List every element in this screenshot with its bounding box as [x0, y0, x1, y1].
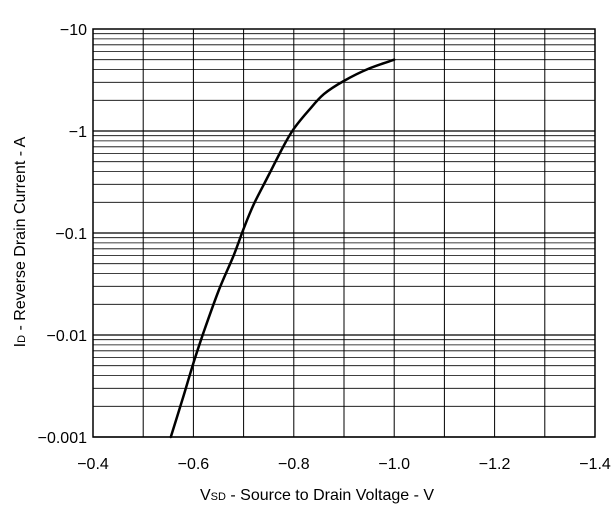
x-tick-label: −0.4: [77, 456, 109, 473]
x-axis-title-main: V: [200, 487, 211, 504]
y-tick-label: −0.001: [38, 430, 87, 447]
x-tick-label: −0.6: [178, 456, 210, 473]
x-axis-title-subscript: SD: [211, 491, 226, 503]
plot-frame: [92, 28, 596, 438]
y-axis-title-rest: - Reverse Drain Current - A: [12, 136, 29, 335]
series-line: [169, 58, 396, 439]
y-axis-title-main: I: [12, 343, 29, 347]
y-tick-label: −0.1: [55, 226, 87, 243]
y-axis-title-subscript: D: [16, 335, 28, 343]
x-axis-title-rest: - Source to Drain Voltage - V: [226, 487, 434, 504]
y-axis-title: ID - Reverse Drain Current - A: [12, 136, 29, 347]
x-tick-label: −1.4: [579, 456, 611, 473]
x-tick-label: −1.2: [479, 456, 511, 473]
x-tick-labels: −0.4 −0.6 −0.8 −1.0 −1.2 −1.4: [77, 456, 611, 473]
x-tick-label: −0.8: [278, 456, 310, 473]
y-tick-label: −0.01: [47, 328, 88, 345]
y-tick-label: −10: [60, 22, 87, 39]
major-grid: [92, 29, 596, 438]
x-axis-title: VSD - Source to Drain Voltage - V: [200, 487, 434, 504]
y-tick-label: −1: [69, 124, 87, 141]
y-tick-labels: −0.001 −0.01 −0.1 −1 −10: [38, 22, 87, 447]
x-tick-label: −1.0: [378, 456, 410, 473]
